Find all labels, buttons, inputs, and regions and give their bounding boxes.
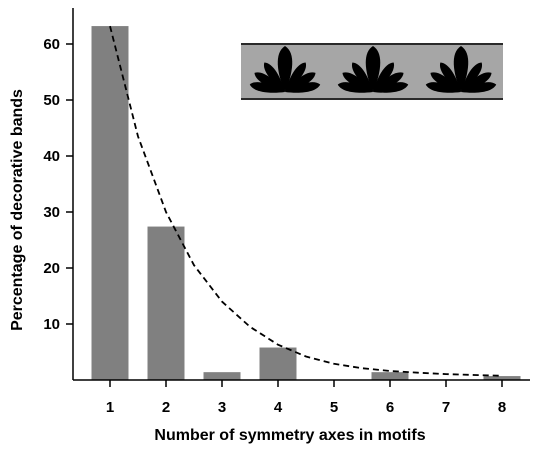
inset-decorative-band [241,43,503,100]
x-tick-label-6: 6 [386,399,394,416]
fit-curve [109,25,503,377]
x-ticks-group: 1 2 3 4 5 6 7 8 [106,380,506,416]
x-tick-label-4: 4 [274,399,283,416]
x-tick-label-2: 2 [162,399,170,416]
motif-petal [342,72,373,92]
y-tick-label-10: 10 [43,316,60,333]
motif-petal [373,82,409,93]
motif-petal [285,82,321,93]
x-tick-label-5: 5 [330,399,338,416]
y-ticks-group: 10 20 30 40 50 60 [43,36,73,333]
y-tick-label-40: 40 [43,148,60,165]
motifs-group [249,46,497,93]
motif-petal [277,46,293,92]
motif-petal [285,62,307,92]
motif-petal [373,72,404,92]
y-axis-label: Percentage of decorative bands [9,89,26,331]
bar-8 [483,376,521,380]
motif-petal [461,82,497,93]
motif-petal [453,46,469,92]
bar-6 [371,372,409,380]
x-tick-label-7: 7 [442,399,450,416]
motif-petal [263,62,285,92]
motif-petal [365,46,381,92]
bar-3 [203,372,241,380]
motif-petal [425,82,461,93]
bar-1 [91,26,129,381]
x-tick-label-1: 1 [106,399,114,416]
fan-motif-1 [249,46,321,93]
x-axis-label: Number of symmetry axes in motifs [154,427,425,444]
motif-petal [254,72,285,92]
y-tick-label-60: 60 [43,36,60,53]
x-tick-label-3: 3 [218,399,226,416]
motif-petal [461,72,492,92]
x-tick-label-8: 8 [498,399,506,416]
y-tick-label-30: 30 [43,204,60,221]
motif-petal [439,62,461,92]
motif-petal [351,62,373,92]
bar-2 [147,226,185,380]
bars-group [91,26,521,381]
fan-motif-3 [425,46,497,93]
y-tick-label-50: 50 [43,92,60,109]
fan-motif-2 [337,46,409,93]
motif-petal [337,82,373,93]
bar-4 [259,347,297,380]
motif-petal [461,62,483,92]
motif-petal [373,62,395,92]
y-tick-label-20: 20 [43,260,60,277]
motif-petal [249,82,285,93]
motif-petal [285,72,316,92]
motif-petal [430,72,461,92]
